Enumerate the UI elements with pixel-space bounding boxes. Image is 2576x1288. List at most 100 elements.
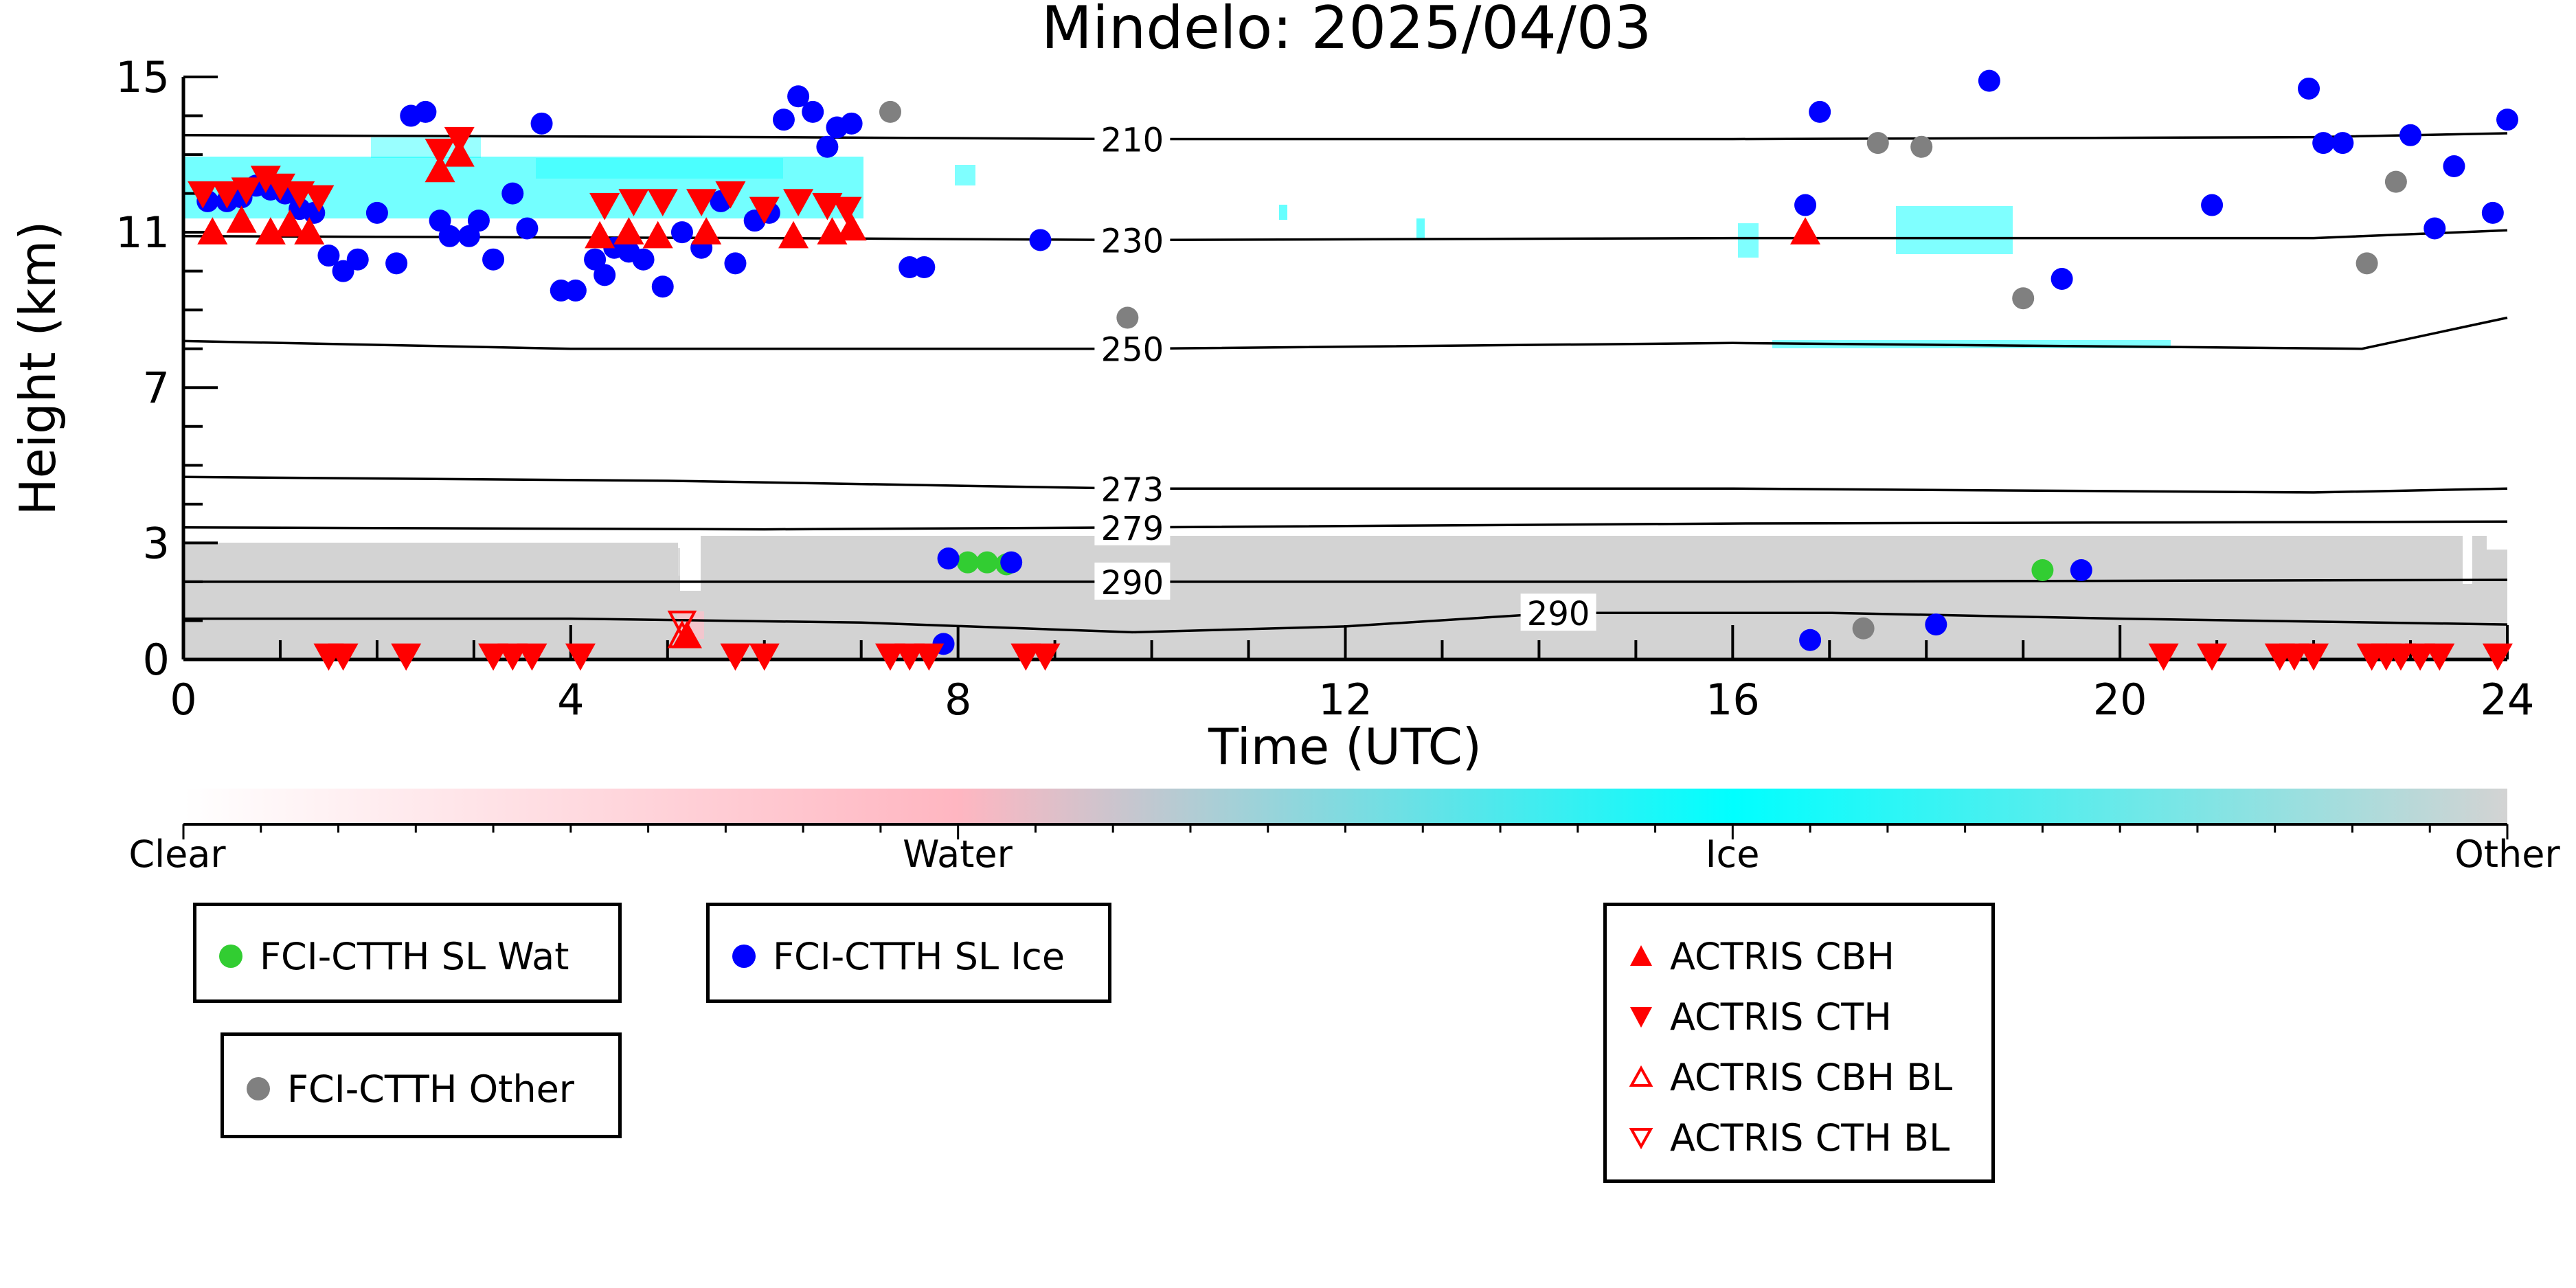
marker-point bbox=[530, 112, 553, 135]
blue-circle-icon bbox=[732, 945, 756, 968]
marker-point bbox=[391, 643, 422, 671]
marker-point bbox=[1000, 551, 1023, 574]
marker-point bbox=[2355, 252, 2378, 275]
marker-point bbox=[1029, 229, 1052, 251]
marker-point bbox=[482, 248, 505, 271]
marker-point bbox=[2424, 217, 2446, 240]
y-tick-label: 11 bbox=[115, 207, 170, 258]
marker-point bbox=[497, 643, 528, 671]
contour-label-bg bbox=[1094, 469, 1171, 507]
marker-point bbox=[564, 279, 587, 302]
marker-point bbox=[2312, 132, 2335, 155]
marker-point bbox=[816, 135, 839, 158]
marker-point bbox=[783, 189, 814, 216]
marker-point bbox=[264, 173, 295, 201]
ice-patch-4 bbox=[1896, 206, 2013, 254]
x-axis-label: Time (UTC) bbox=[1208, 718, 1482, 776]
marker-point bbox=[2405, 643, 2436, 671]
contour-label-bg bbox=[1094, 508, 1171, 545]
marker-point bbox=[715, 181, 746, 209]
chart-title: Mindelo: 2025/04/03 bbox=[1041, 0, 1652, 63]
contour-label: 250 bbox=[1101, 331, 1164, 370]
x-tick-label: 12 bbox=[1318, 675, 1372, 725]
marker-point bbox=[2050, 267, 2073, 290]
marker-point bbox=[226, 205, 257, 233]
marker-point bbox=[414, 100, 437, 123]
ice-patch-6 bbox=[955, 165, 975, 185]
legend-label-cth-bl: ACTRIS CTH BL bbox=[1670, 1116, 1950, 1160]
contour-label-bg bbox=[1094, 329, 1171, 367]
legend-entry-sl-ice: FCI-CTTH SL Ice bbox=[710, 932, 1065, 980]
marker-point bbox=[686, 189, 717, 216]
mid-cloud-gap-2 bbox=[2463, 529, 2472, 584]
marker-point bbox=[275, 209, 306, 237]
legend-box-other: FCI-CTTH Other bbox=[221, 1032, 622, 1138]
marker-point bbox=[478, 643, 509, 671]
marker-point bbox=[2012, 287, 2035, 310]
colorbar bbox=[183, 789, 2507, 824]
marker-point bbox=[317, 245, 340, 267]
contour-line bbox=[183, 475, 2508, 494]
marker-point bbox=[691, 217, 722, 245]
marker-point bbox=[594, 264, 616, 286]
marker-point bbox=[589, 192, 620, 221]
marker-point bbox=[585, 221, 615, 249]
triangle-down-icon bbox=[1630, 1007, 1652, 1028]
marker-point bbox=[613, 217, 644, 245]
marker-point bbox=[647, 189, 678, 216]
marker-point bbox=[1790, 217, 1821, 245]
marker-point bbox=[294, 217, 325, 245]
marker-point bbox=[724, 252, 747, 275]
marker-point bbox=[2201, 194, 2224, 216]
ice-band-upper-3 bbox=[536, 158, 783, 179]
contour-label-bg bbox=[1094, 120, 1171, 157]
contour-label-bg bbox=[1094, 221, 1171, 258]
marker-point bbox=[425, 138, 455, 166]
ice-patch-2 bbox=[1416, 218, 1425, 239]
contour-line bbox=[183, 316, 2508, 350]
legend-entry-cbh-bl: ACTRIS CBH BL bbox=[1607, 1053, 1952, 1101]
marker-point bbox=[1910, 135, 1933, 158]
colorbar-label-other: Other bbox=[2454, 833, 2560, 876]
triangle-down-outline-icon bbox=[1629, 1128, 1653, 1150]
marker-point bbox=[231, 177, 262, 205]
marker-point bbox=[1010, 643, 1041, 671]
marker-point bbox=[720, 643, 751, 671]
marker-point bbox=[425, 155, 455, 183]
marker-point bbox=[2298, 77, 2320, 100]
marker-point bbox=[501, 182, 524, 205]
gray-circle-icon bbox=[247, 1077, 270, 1100]
mid-cloud-gap bbox=[680, 543, 701, 591]
marker-point bbox=[2298, 643, 2329, 671]
legend-label-sl-wat: FCI-CTTH SL Wat bbox=[260, 934, 569, 978]
marker-point bbox=[1925, 613, 1947, 636]
marker-point bbox=[2443, 155, 2465, 178]
marker-point bbox=[772, 109, 795, 131]
legend-label-cth: ACTRIS CTH bbox=[1670, 995, 1892, 1039]
contour-label-bg bbox=[1520, 594, 1596, 631]
contour-label: 210 bbox=[1101, 121, 1164, 159]
marker-point bbox=[212, 181, 242, 209]
triangle-up-icon bbox=[1630, 945, 1652, 966]
marker-point bbox=[749, 643, 780, 671]
marker-point bbox=[438, 225, 461, 247]
marker-point bbox=[250, 166, 281, 193]
contour-line bbox=[183, 132, 2508, 141]
marker-point bbox=[2070, 558, 2092, 581]
ice-patch-3 bbox=[1738, 223, 1759, 258]
x-tick-label: 20 bbox=[2093, 675, 2147, 725]
contour-line bbox=[183, 520, 2508, 531]
marker-point bbox=[2481, 201, 2504, 224]
x-tick-label: 8 bbox=[945, 675, 971, 725]
marker-point bbox=[632, 248, 655, 271]
marker-point bbox=[879, 100, 901, 123]
colorbar-label-clear: Clear bbox=[128, 833, 226, 876]
marker-point bbox=[2385, 643, 2416, 671]
legend-entry-cth: ACTRIS CTH bbox=[1607, 993, 1892, 1041]
legend-label-cbh: ACTRIS CBH bbox=[1670, 934, 1895, 978]
marker-point bbox=[2148, 643, 2179, 671]
y-tick-label: 0 bbox=[143, 635, 170, 685]
legend-entry-other: FCI-CTTH Other bbox=[224, 1065, 574, 1113]
triangle-up-outline-icon bbox=[1629, 1065, 1653, 1087]
marker-point bbox=[831, 196, 862, 225]
